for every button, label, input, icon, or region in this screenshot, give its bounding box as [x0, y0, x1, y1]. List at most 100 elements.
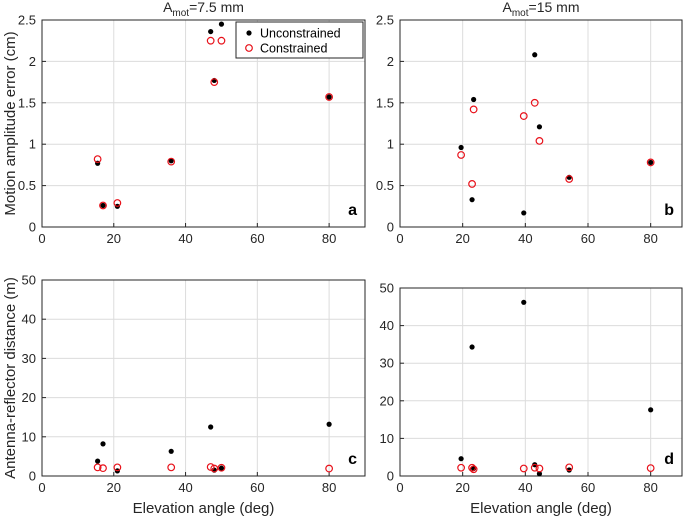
- unconstrained-point: [521, 210, 527, 216]
- constrained-point: [167, 463, 176, 472]
- series-constrained: [93, 463, 334, 473]
- y-tick-label: 10: [22, 429, 36, 444]
- x-tick-label: 40: [518, 231, 532, 246]
- y-tick-label: 40: [380, 318, 394, 333]
- axes-frame: [41, 279, 366, 477]
- x-tick-label: 80: [643, 480, 657, 495]
- axes-frame: [399, 287, 683, 477]
- x-tick-label: 40: [178, 231, 192, 246]
- y-tick-label: 0: [387, 469, 394, 484]
- constrained-point: [468, 463, 476, 472]
- legend-constrained-label: Constrained: [260, 42, 327, 56]
- x-tick-label: 40: [178, 480, 192, 495]
- y-tick-label: 50: [380, 281, 394, 296]
- title-base: A: [163, 0, 173, 15]
- x-tick-label: 80: [322, 480, 336, 495]
- x-tick-label: 80: [643, 231, 657, 246]
- unconstrained-point: [521, 299, 527, 305]
- series-constrained: [457, 463, 655, 474]
- constrained-point: [530, 463, 539, 472]
- y-tick-label: 20: [22, 390, 36, 405]
- x-tick-label: 60: [250, 231, 264, 246]
- panel-title: Amot=15 mm: [503, 0, 580, 19]
- axes-frame: [399, 19, 683, 228]
- constrained-point: [113, 199, 122, 207]
- x-tick-label: 0: [38, 480, 45, 495]
- unconstrained-point: [471, 96, 477, 103]
- y-axis-label: Antenna-reflector distance (m): [2, 277, 19, 479]
- x-tick-label: 20: [455, 480, 469, 495]
- x-tick-label: 60: [250, 480, 264, 495]
- y-tick-label: 40: [22, 312, 36, 327]
- constrained-point: [210, 464, 219, 473]
- panel-letter: c: [348, 451, 357, 468]
- legend-box: [235, 21, 364, 59]
- y-tick-label: 2: [387, 54, 394, 69]
- constrained-point: [519, 112, 528, 120]
- axes-frame: [41, 19, 366, 228]
- constrained-point: [217, 463, 226, 472]
- title-rest: =15 mm: [529, 0, 580, 15]
- unconstrained-point: [168, 448, 174, 454]
- y-tick-label: 0: [387, 220, 394, 235]
- unconstrained-point: [218, 465, 225, 471]
- series-constrained: [93, 36, 334, 210]
- unconstrained-point: [95, 458, 101, 464]
- constrained-point: [93, 155, 102, 164]
- constrained-point: [469, 105, 478, 114]
- legend-constrained-marker: [245, 44, 253, 52]
- constrained-point: [206, 463, 215, 471]
- constrained-point: [217, 36, 226, 45]
- x-tick-label: 20: [107, 231, 121, 246]
- y-tick-label: 0.5: [376, 178, 394, 193]
- x-tick-label: 60: [581, 480, 595, 495]
- constrained-point: [113, 463, 122, 472]
- unconstrained-point: [208, 424, 214, 430]
- y-tick-label: 1: [387, 137, 394, 152]
- y-tick-label: 1.5: [376, 95, 394, 110]
- unconstrained-point: [469, 197, 475, 203]
- unconstrained-point: [648, 159, 654, 166]
- x-tick-label: 0: [396, 231, 403, 246]
- x-axis-label: Elevation angle (deg): [470, 500, 612, 517]
- x-tick-label: 20: [455, 231, 469, 246]
- constrained-point: [565, 175, 574, 183]
- unconstrained-point: [536, 124, 543, 130]
- unconstrained-point: [100, 202, 106, 209]
- constrained-point: [646, 464, 655, 473]
- constrained-point: [535, 136, 544, 145]
- unconstrained-point: [326, 94, 332, 100]
- unconstrained-point: [458, 456, 464, 462]
- panel-title: Amot=7.5 mm: [163, 0, 244, 19]
- constrained-point: [325, 93, 334, 101]
- constrained-point: [93, 463, 102, 472]
- unconstrained-point: [458, 144, 464, 151]
- panel-b: 0 20 40 60 80 0 0.5 1 1.5 2 2.5 Amot=15 mm b: [376, 0, 683, 246]
- y-axis-label: Motion amplitude error (cm): [2, 31, 19, 215]
- constrained-point: [565, 463, 574, 472]
- panel-letter: a: [348, 202, 357, 219]
- y-tick-label: 0: [29, 220, 36, 235]
- panel-d: 0 20 40 60 80 0 10 20 30 40 50 Elevation angle (deg…: [380, 281, 683, 517]
- y-tick-label: 50: [22, 273, 36, 288]
- unconstrained-point: [218, 21, 225, 27]
- unconstrained-point: [566, 467, 572, 473]
- y-tick-label: 2.5: [376, 13, 394, 28]
- y-tick-label: 30: [22, 351, 36, 366]
- y-tick-label: 2: [29, 54, 36, 69]
- y-tick-label: 10: [380, 431, 394, 446]
- x-tick-label: 0: [396, 480, 403, 495]
- title-rest: =7.5 mm: [189, 0, 244, 15]
- constrained-point: [206, 36, 215, 45]
- legend-unconstrained-marker: [246, 30, 252, 36]
- title-subscript: mot: [172, 8, 189, 19]
- panel-letter: b: [664, 202, 674, 219]
- y-tick-label: 2.5: [18, 13, 36, 28]
- constrained-point: [530, 98, 539, 107]
- constrained-point: [167, 157, 176, 166]
- legend-unconstrained-label: Unconstrained: [260, 27, 341, 41]
- x-axis-label: Elevation angle (deg): [133, 500, 275, 517]
- y-tick-label: 0.5: [18, 178, 36, 193]
